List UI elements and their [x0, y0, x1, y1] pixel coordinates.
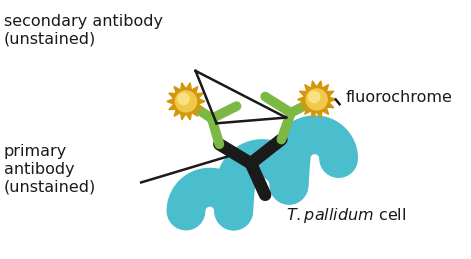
- Circle shape: [306, 89, 327, 110]
- Text: primary
antibody
(unstained): primary antibody (unstained): [4, 144, 96, 194]
- Circle shape: [178, 93, 189, 104]
- Text: $\it{T. pallidum}$ cell: $\it{T. pallidum}$ cell: [286, 206, 406, 225]
- Polygon shape: [167, 83, 205, 120]
- Polygon shape: [298, 81, 336, 118]
- Text: secondary antibody
(unstained): secondary antibody (unstained): [4, 14, 163, 46]
- Circle shape: [176, 91, 196, 112]
- Text: fluorochrome: fluorochrome: [345, 90, 452, 105]
- Circle shape: [309, 91, 320, 103]
